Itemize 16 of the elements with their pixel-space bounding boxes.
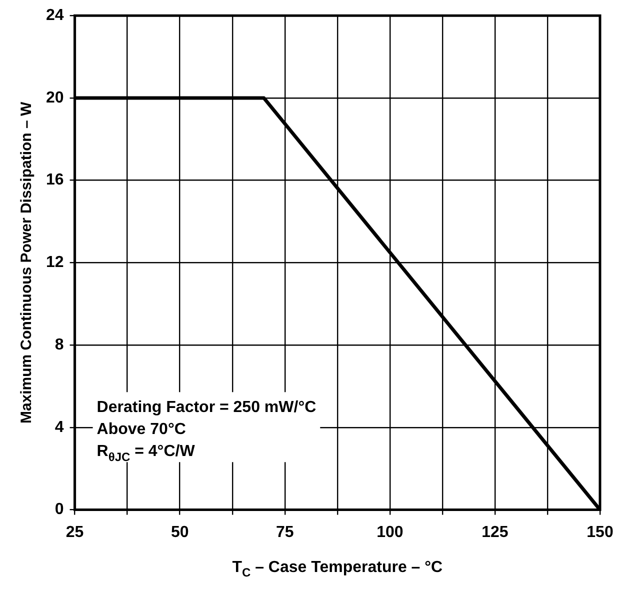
x-tick-label: 150 bbox=[586, 524, 614, 541]
annotation: Derating Factor = 250 mW/°C bbox=[96, 399, 317, 416]
y-tick-label: 0 bbox=[54, 501, 64, 518]
x-tick-label: 100 bbox=[376, 524, 404, 541]
y-tick-label: 4 bbox=[54, 418, 64, 436]
x-tick-label: 75 bbox=[276, 524, 294, 541]
annotation: Above 70°C bbox=[96, 421, 186, 438]
y-tick-label: 8 bbox=[54, 336, 64, 354]
x-tick-label: 50 bbox=[170, 524, 189, 541]
y-tick-label: 12 bbox=[46, 254, 64, 272]
x-tick-label: 125 bbox=[482, 524, 508, 541]
y-tick-label: 16 bbox=[46, 172, 64, 189]
y-tick-label: 20 bbox=[46, 89, 64, 106]
y-axis-title: Maximum Continuous Power Dissipation – W bbox=[18, 101, 35, 424]
y-tick-label: 24 bbox=[46, 7, 64, 24]
x-tick-label: 25 bbox=[66, 524, 84, 541]
